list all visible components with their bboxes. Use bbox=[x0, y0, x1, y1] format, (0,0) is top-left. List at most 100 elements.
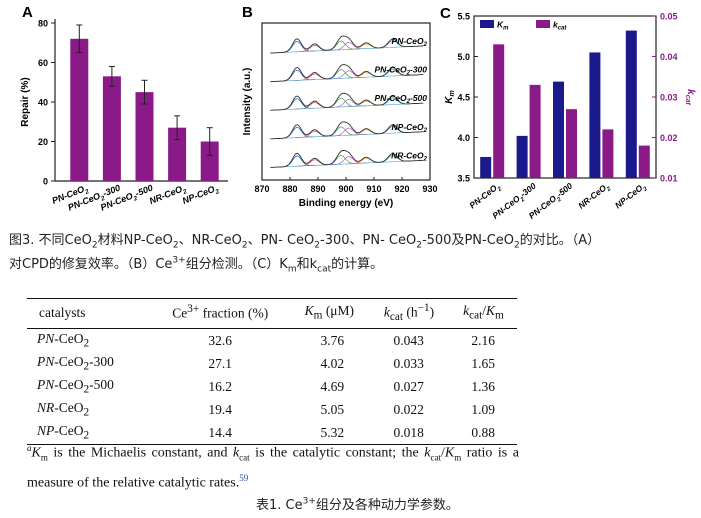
c-legend-label-kcat: kcat bbox=[553, 20, 567, 32]
a-y-tick-label: 20 bbox=[38, 137, 48, 147]
c-y-right-tick-label: 0.03 bbox=[660, 93, 678, 103]
table-body: PN-CeO2 32.6 3.76 0.043 2.16 PN-CeO2-300 27.1 4… bbox=[27, 329, 517, 446]
c-y-left-tick-label: 5.0 bbox=[457, 52, 470, 62]
footnote-ref[interactable]: 59 bbox=[239, 473, 249, 484]
cell-ce3-fraction: 32.6 bbox=[208, 332, 233, 348]
cell-km: 4.02 bbox=[320, 355, 345, 371]
figure-caption-label: 图3. bbox=[9, 233, 39, 248]
c-bar-km bbox=[589, 52, 601, 179]
cell-kcat: 0.027 bbox=[393, 378, 424, 394]
b-baseline bbox=[270, 45, 424, 54]
b-series-label: PN-CeO2-300 bbox=[375, 65, 428, 77]
c-x-tick-label: NP-CeO2 bbox=[613, 180, 649, 212]
cell-kcat: 0.018 bbox=[368, 421, 450, 446]
b-spectrum-line bbox=[270, 149, 424, 168]
c-legend-swatch-km bbox=[480, 20, 494, 28]
table-row: NP-CeO2 14.4 5.32 0.018 0.88 bbox=[27, 421, 517, 446]
table-header-row: catalysts Ce3+ fraction (%) Km (μM) kcat… bbox=[27, 297, 517, 330]
a-x-tick-label: NP-CeO2 bbox=[181, 182, 221, 208]
b-spectrum-line bbox=[270, 92, 424, 111]
cell-ce3-fraction: 14.4 bbox=[149, 421, 291, 446]
c-bar-kcat bbox=[566, 109, 577, 178]
c-bar-kcat bbox=[493, 44, 505, 178]
header-kcat: kcat (h−1) bbox=[368, 297, 450, 330]
panel-b-letter: B bbox=[242, 4, 253, 21]
b-x-tick-label: 900 bbox=[338, 184, 353, 194]
c-bar-km bbox=[516, 135, 528, 178]
c-bar-km bbox=[553, 81, 564, 178]
c-bar-kcat bbox=[638, 145, 650, 178]
a-y-axis-label: Repair (%) bbox=[20, 77, 31, 126]
c-bar-kcat bbox=[529, 84, 541, 178]
c-y-left-tick-label: 5.5 bbox=[457, 12, 470, 22]
a-bar bbox=[135, 92, 154, 181]
c-legend-label-km: Km bbox=[497, 20, 509, 32]
panel-c: C 3.5 4.0 4.5 5.0 5.5 0.01 0.02 0.03 0.04 0.05 Km kc… bbox=[438, 0, 701, 225]
table-caption: 表1. Ce3+组分及各种动力学参数。 bbox=[256, 496, 459, 513]
c-y-right-tick-label: 0.05 bbox=[660, 12, 678, 22]
table-row: PN-CeO2 32.6 3.76 0.043 2.16 bbox=[27, 329, 517, 353]
b-spectrum-line bbox=[270, 121, 424, 140]
cell-ratio: 2.16 bbox=[471, 332, 495, 348]
c-y-left-tick-label: 4.0 bbox=[457, 133, 470, 143]
header-ce3-fraction: Ce3+ fraction (%) bbox=[149, 297, 291, 330]
a-bar bbox=[168, 127, 187, 181]
b-x-tick-label: 930 bbox=[422, 184, 437, 194]
a-bar bbox=[70, 38, 89, 181]
c-bar-km bbox=[625, 30, 637, 178]
header-ratio: kcat/Km bbox=[449, 297, 517, 330]
a-y-tick-label: 80 bbox=[38, 19, 48, 29]
cell-catalyst: NR-CeO2 bbox=[37, 400, 90, 420]
b-spectrum-line bbox=[270, 35, 424, 54]
a-y-tick-label: 60 bbox=[38, 58, 48, 68]
c-bar-kcat bbox=[602, 129, 614, 178]
b-baseline bbox=[270, 102, 424, 111]
header-km: Km (μM) bbox=[290, 297, 369, 330]
cell-catalyst: PN-CeO2-500 bbox=[37, 377, 114, 397]
b-series-label: NP-CeO2 bbox=[392, 122, 428, 134]
table-row: PN-CeO2-500 16.2 4.69 0.027 1.36 bbox=[27, 375, 517, 398]
table-row: NR-CeO2 19.4 5.05 0.022 1.09 bbox=[27, 398, 517, 421]
panel-a-letter: A bbox=[22, 4, 33, 21]
figure-caption: 图3. 不同CeO2材料NP-CeO2、NR-CeO2、PN- CeO2-300… bbox=[9, 231, 699, 275]
a-bar bbox=[200, 141, 219, 181]
c-x-tick-label: NR-CeO2 bbox=[576, 180, 613, 213]
c-y-right-tick-label: 0.02 bbox=[660, 133, 678, 143]
panel-c-chart: C 3.5 4.0 4.5 5.0 5.5 0.01 0.02 0.03 0.04 0.05 Km kc… bbox=[440, 5, 696, 221]
panel-b-chart: B 870 880 890 900 910 920 930 Binding energy (eV… bbox=[242, 4, 438, 209]
cell-km: 4.69 bbox=[320, 378, 345, 394]
c-y-left-tick-label: 4.5 bbox=[457, 93, 470, 103]
c-legend-swatch-kcat bbox=[536, 20, 550, 28]
cell-ratio: 1.65 bbox=[471, 355, 495, 371]
cell-kcat: 0.033 bbox=[393, 355, 424, 371]
a-y-tick-label: 0 bbox=[43, 177, 48, 187]
cell-ce3-fraction: 27.1 bbox=[208, 355, 233, 371]
b-x-tick-label: 890 bbox=[310, 184, 325, 194]
table-row: PN-CeO2-300 27.1 4.02 0.033 1.65 bbox=[27, 352, 517, 375]
b-baseline bbox=[270, 131, 424, 140]
cell-ratio: 1.36 bbox=[471, 378, 495, 394]
footnote-mark: a bbox=[27, 443, 32, 453]
b-x-tick-label: 880 bbox=[282, 184, 297, 194]
cell-kcat: 0.022 bbox=[393, 401, 424, 417]
cell-ratio: 0.88 bbox=[449, 421, 517, 446]
b-y-axis-label: Intensity (a.u.) bbox=[242, 68, 253, 136]
c-bar-km bbox=[480, 156, 492, 178]
c-y-right-tick-label: 0.01 bbox=[660, 174, 678, 184]
a-bar bbox=[102, 76, 121, 181]
cell-ratio: 1.09 bbox=[471, 401, 495, 417]
c-legend: Km kcat bbox=[480, 20, 567, 32]
cell-km: 3.76 bbox=[320, 332, 345, 348]
b-series-label: PN-CeO2-500 bbox=[375, 93, 428, 105]
b-x-tick-label: 870 bbox=[254, 184, 269, 194]
figure-caption-line-1: 图3. 不同CeO2材料NP-CeO2、NR-CeO2、PN- CeO2-300… bbox=[9, 233, 601, 251]
b-series-label: NR-CeO2 bbox=[391, 150, 428, 162]
b-baseline bbox=[270, 160, 424, 168]
figure-caption-line-2: 对CPD的修复效率。（B）Ce3+组分检测。（C）Km和kcat的计算。 bbox=[9, 255, 384, 275]
cell-catalyst: NP-CeO2 bbox=[27, 421, 150, 446]
cell-km: 5.05 bbox=[320, 401, 345, 417]
cell-kcat: 0.043 bbox=[393, 332, 424, 348]
b-baseline bbox=[270, 74, 424, 82]
b-series-label: PN-CeO2 bbox=[392, 36, 428, 48]
